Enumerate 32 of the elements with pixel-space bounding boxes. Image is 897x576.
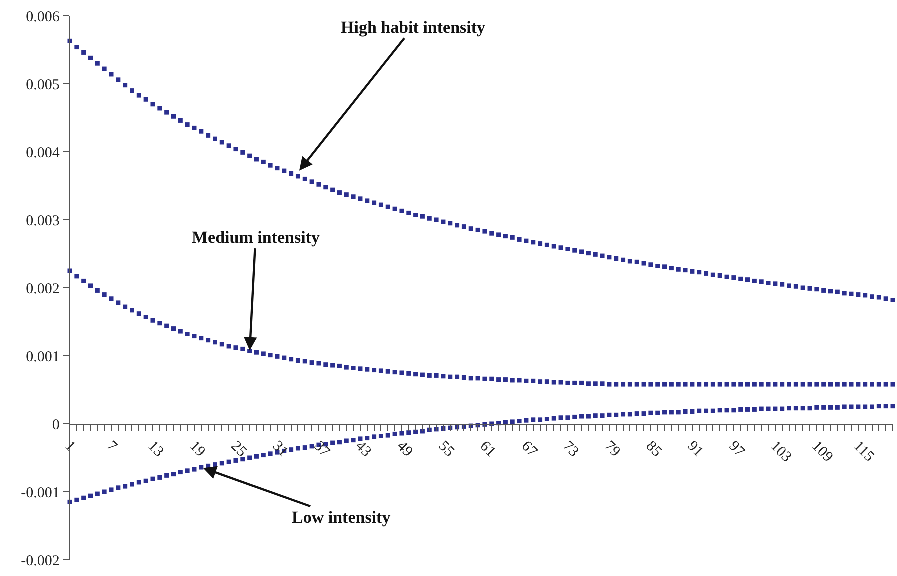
- x-tick-label: 79: [601, 438, 624, 460]
- x-tick-label: 7: [103, 438, 120, 456]
- x-tick-label: 31: [269, 438, 292, 460]
- x-tick-label: 55: [435, 438, 458, 460]
- y-tick-label: 0.003: [26, 213, 60, 230]
- x-tick-label: 19: [186, 438, 208, 460]
- y-tick-label: 0.006: [26, 9, 60, 26]
- annotation: High habit intensity: [341, 18, 486, 37]
- x-tick-label: 61: [476, 438, 499, 460]
- y-tick-label: -0.001: [21, 485, 60, 502]
- y-tick-label: 0.001: [26, 349, 60, 366]
- annotation: Medium intensity: [192, 228, 320, 247]
- x-tick-label: 37: [310, 438, 334, 461]
- y-tick-label: 0: [52, 417, 60, 434]
- x-tick-label: 115: [850, 438, 878, 466]
- x-tick-label: 109: [808, 438, 836, 466]
- x-tick-label: 67: [518, 438, 541, 461]
- y-tick-label: -0.002: [21, 553, 60, 570]
- annotation: Low intensity: [292, 508, 392, 527]
- x-tick-label: 103: [767, 438, 795, 466]
- y-tick-label: 0.005: [26, 77, 60, 94]
- x-tick-label: 49: [394, 438, 416, 460]
- x-tick-label: 91: [684, 438, 706, 460]
- y-tick-label: 0.002: [26, 281, 60, 298]
- x-tick-label: 13: [144, 438, 167, 460]
- x-tick-label: 1: [62, 438, 78, 456]
- x-tick-label: 43: [352, 438, 374, 460]
- x-tick-label: 25: [228, 438, 250, 460]
- x-tick-label: 73: [560, 438, 582, 460]
- y-tick-label: 0.004: [26, 145, 60, 162]
- x-tick-label: 97: [726, 438, 748, 461]
- x-tick-label: 85: [642, 438, 665, 460]
